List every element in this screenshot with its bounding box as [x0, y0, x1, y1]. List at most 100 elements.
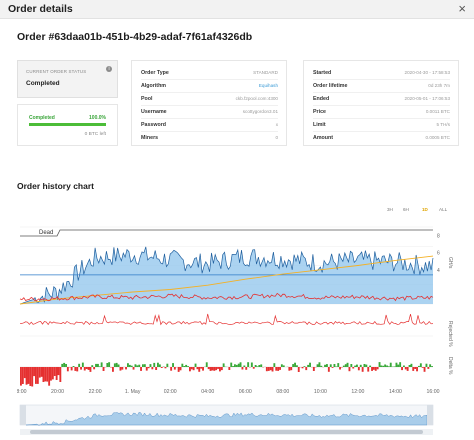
delta-bar — [185, 364, 188, 367]
delta-bar — [290, 367, 293, 371]
delta-bar — [324, 364, 326, 367]
delta-bar — [209, 367, 212, 371]
delta-bar — [247, 362, 250, 367]
detail-value: ckb.f2pool.com:4300 — [235, 96, 278, 101]
info-icon[interactable]: i — [106, 66, 112, 72]
delta-bar — [410, 363, 413, 367]
range-3h-button[interactable]: 3H — [387, 207, 393, 212]
delta-bar — [307, 364, 310, 367]
delta-bar — [363, 364, 366, 367]
order-stats-card: Started 2020-04-30 - 17:58:53 Order lifet… — [303, 60, 459, 146]
delta-bar — [296, 365, 298, 367]
delta-bar — [331, 367, 334, 368]
delta-bar — [265, 367, 268, 372]
close-icon[interactable]: × — [458, 1, 466, 16]
delta-bar — [384, 364, 387, 367]
delta-bar — [38, 367, 41, 378]
delta-bar — [147, 367, 150, 369]
delta-bar — [222, 363, 225, 367]
remaining-amount: 0 BTC left — [84, 132, 106, 137]
delta-bar — [194, 363, 197, 367]
x-tick-label: 12:00 — [351, 389, 364, 395]
delta-bar — [187, 366, 189, 367]
delta-bar — [320, 365, 323, 367]
detail-value: 0 — [275, 135, 278, 140]
delta-bar — [279, 367, 281, 370]
detail-row: Algorithm Equihash — [141, 82, 278, 93]
stat-value: 2020-04-30 - 17:58:53 — [404, 70, 450, 75]
range-6h-button[interactable]: 6H — [403, 207, 409, 212]
delta-bar — [57, 367, 60, 376]
delta-bar — [288, 367, 291, 371]
limit-line — [19, 255, 434, 305]
delta-bar — [27, 367, 30, 384]
delta-bar — [166, 363, 169, 367]
delta-bar — [356, 364, 358, 367]
range-1d-button[interactable]: 1D — [422, 207, 428, 212]
detail-key: Miners — [141, 135, 159, 141]
delta-bar — [72, 366, 75, 367]
delta-bar — [108, 362, 111, 367]
stat-key: Price — [313, 109, 326, 115]
progress-label: Completed — [29, 115, 55, 121]
delta-bar — [269, 367, 272, 371]
dialog-title: Order details — [8, 3, 73, 15]
stat-key: Amount — [313, 135, 334, 141]
delta-bar — [282, 365, 285, 367]
delta-bar — [121, 367, 124, 370]
delta-bar — [87, 367, 90, 370]
delta-bar — [397, 364, 400, 367]
delta-bar — [190, 367, 193, 370]
delta-bar — [149, 364, 152, 367]
delta-bar — [31, 367, 34, 387]
delta-bar — [305, 367, 308, 371]
delta-bar — [303, 366, 306, 367]
stat-value: 0d 23h 7m — [428, 83, 450, 88]
range-all-button[interactable]: ALL — [439, 207, 448, 212]
status-label: CURRENT ORDER STATUS — [26, 69, 87, 74]
delta-bar — [136, 365, 139, 367]
delta-bar — [59, 367, 62, 382]
algorithm-link[interactable]: Equihash — [258, 83, 278, 88]
delta-bar — [271, 367, 274, 372]
x-tick-label: 20:00 — [51, 389, 64, 395]
stat-value: 2020-05-01 - 17:06:53 — [404, 96, 450, 101]
delta-bar — [260, 364, 263, 367]
delta-bar — [404, 367, 407, 370]
x-tick-label: 02:00 — [164, 389, 177, 395]
delta-bar — [198, 367, 201, 372]
delta-bar — [234, 364, 236, 367]
delta-bar — [117, 364, 120, 367]
delta-bar — [367, 367, 370, 372]
detail-key: Algorithm — [141, 83, 167, 89]
delta-bar — [387, 366, 390, 367]
delta-bar — [301, 367, 304, 369]
delta-bar — [145, 367, 148, 371]
detail-row: Order Type STANDARD — [141, 69, 278, 80]
delta-bar — [273, 363, 276, 367]
progress-card: Completed 100.0% 0 BTC left — [17, 104, 118, 146]
delta-bar — [207, 367, 210, 370]
delta-panel-label: Delta % — [447, 357, 453, 375]
x-tick-label: 08:00 — [276, 389, 289, 395]
delta-bar — [344, 364, 347, 367]
delta-bar — [40, 367, 43, 377]
delta-bar — [115, 362, 118, 367]
delta-bar — [250, 362, 253, 367]
delta-bar — [365, 364, 368, 367]
delta-bar — [371, 367, 373, 371]
detail-row: Miners 0 — [141, 134, 278, 144]
delta-bar — [309, 362, 311, 367]
x-tick-label: 06:00 — [239, 389, 252, 395]
detail-value: x — [275, 122, 278, 127]
delta-bar — [106, 363, 109, 367]
delta-bar — [243, 365, 246, 367]
y-tick-label: 6 — [437, 251, 440, 257]
delta-bar — [412, 367, 415, 371]
delta-bar — [80, 367, 82, 370]
delta-bar — [378, 362, 381, 367]
delta-bar — [33, 367, 35, 377]
delta-bar — [112, 367, 114, 372]
delta-bar — [382, 365, 385, 367]
detail-row: Password x — [141, 121, 278, 132]
